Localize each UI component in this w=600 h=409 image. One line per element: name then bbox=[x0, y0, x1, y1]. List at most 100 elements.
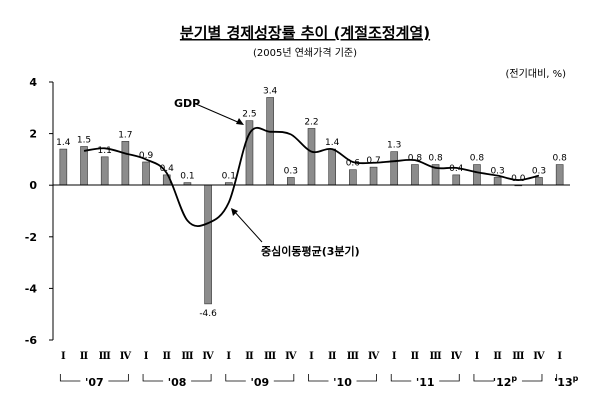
bar-value-label: 1.5 bbox=[77, 136, 91, 146]
y-tick-label: 2 bbox=[29, 128, 37, 141]
year-label: '09 bbox=[250, 376, 269, 389]
bar-gdp bbox=[80, 146, 88, 186]
bar-gdp bbox=[535, 177, 543, 186]
year-label-text: '08 bbox=[168, 376, 187, 389]
bar-value-label: 2.2 bbox=[304, 117, 318, 127]
x-tick-label: Ⅳ bbox=[533, 351, 545, 362]
chart-title: 분기별 경제성장률 추이 (계절조정계열) bbox=[180, 24, 430, 42]
x-tick-label: Ⅳ bbox=[368, 351, 380, 362]
unit-label: (전기대비, %) bbox=[506, 68, 567, 80]
x-tick-label: Ⅲ bbox=[347, 351, 359, 362]
year-bracket-left bbox=[142, 374, 164, 382]
bar-value-label: 1.3 bbox=[387, 141, 401, 151]
bar-gdp bbox=[59, 148, 68, 186]
bar-value-label: 0.3 bbox=[284, 166, 298, 176]
chart-subtitle: (2005년 연쇄가격 기준) bbox=[253, 46, 357, 59]
bar-value-label: 0.8 bbox=[552, 154, 567, 164]
bar-value-label: 0.8 bbox=[428, 154, 443, 164]
ma-annotation-label: 중심이동평균(3분기) bbox=[261, 244, 360, 258]
x-tick-label: Ⅳ bbox=[451, 351, 463, 362]
bar-gdp bbox=[473, 164, 481, 186]
bar-gdp bbox=[142, 161, 150, 186]
bar-value-label: 0.3 bbox=[532, 166, 546, 176]
x-tick-label: Ⅰ bbox=[475, 351, 480, 362]
bars bbox=[59, 97, 564, 305]
year-groups: '07'08'09'10'11'12p '13p bbox=[59, 374, 579, 389]
y-axis: 4 2 0 -2 -4 -6 bbox=[25, 76, 54, 347]
bar-value-label: 0.8 bbox=[470, 154, 485, 164]
x-tick-label: Ⅲ bbox=[512, 351, 524, 362]
y-tick-label: 0 bbox=[29, 179, 37, 192]
x-tick-label: Ⅰ bbox=[392, 351, 397, 362]
year-label: '13p bbox=[554, 374, 579, 389]
bar-gdp bbox=[121, 141, 130, 186]
year-bracket-right bbox=[108, 374, 129, 382]
x-tick-label: Ⅰ bbox=[309, 351, 314, 362]
year-label-text: '13 bbox=[554, 376, 573, 389]
x-tick-label: Ⅳ bbox=[202, 351, 214, 362]
bar-value-label: 0.4 bbox=[160, 164, 175, 174]
gdp-annotation-label: GDP bbox=[174, 97, 200, 110]
year-bracket-left bbox=[473, 374, 494, 382]
y-tick-label: -2 bbox=[25, 231, 37, 244]
bar-value-label: 3.4 bbox=[263, 86, 278, 96]
year-label-sup: p bbox=[573, 374, 579, 383]
year-label: '07 bbox=[85, 376, 104, 389]
bar-gdp bbox=[452, 174, 461, 186]
year-bracket-left bbox=[59, 374, 81, 382]
x-tick-label: Ⅱ bbox=[328, 351, 336, 362]
year-label: '11 bbox=[416, 376, 435, 389]
year-label-text: '09 bbox=[250, 376, 269, 389]
bar-gdp bbox=[328, 148, 336, 186]
bar-value-label: 0.1 bbox=[180, 172, 194, 182]
y-tick-label: -6 bbox=[25, 334, 38, 347]
year-bracket-right bbox=[439, 374, 460, 382]
x-tick-label: Ⅲ bbox=[264, 351, 276, 362]
x-tick-label: Ⅲ bbox=[181, 351, 193, 362]
bar-gdp bbox=[369, 166, 378, 186]
gdp-annotation: GDP bbox=[174, 97, 244, 125]
gdp-annotation-arrow bbox=[195, 103, 241, 124]
x-tick-label: Ⅰ bbox=[557, 351, 562, 362]
ma-annotation: 중심이동평균(3분기) bbox=[231, 208, 360, 258]
bar-gdp bbox=[390, 151, 399, 186]
year-label-text: '11 bbox=[416, 376, 435, 389]
bar-gdp bbox=[411, 164, 419, 186]
bar-value-label: 0.9 bbox=[139, 151, 154, 161]
x-tick-label: Ⅱ bbox=[493, 351, 501, 362]
bar-value-label: 0.3 bbox=[490, 166, 504, 176]
bar-gdp bbox=[307, 128, 316, 186]
x-tick-label: Ⅳ bbox=[120, 351, 132, 362]
bar-value-label: 1.4 bbox=[325, 138, 340, 148]
x-tick-label: Ⅱ bbox=[163, 351, 171, 362]
bar-value-label: 0.6 bbox=[346, 159, 361, 169]
year-bracket-right bbox=[356, 374, 377, 382]
bar-value-label: 0.1 bbox=[222, 172, 236, 182]
bar-value-label: 2.5 bbox=[242, 110, 256, 120]
y-tick-label: -4 bbox=[25, 282, 38, 295]
x-tick-label: Ⅲ bbox=[429, 351, 441, 362]
bar-gdp bbox=[204, 184, 212, 305]
year-bracket-right bbox=[191, 374, 212, 382]
year-label-text: '07 bbox=[85, 376, 104, 389]
year-bracket-left bbox=[225, 374, 246, 382]
moving-average-line bbox=[83, 126, 540, 227]
x-tick-label: Ⅰ bbox=[61, 351, 66, 362]
x-tick-label: Ⅳ bbox=[285, 351, 297, 362]
y-tick-label: 4 bbox=[29, 76, 37, 89]
year-label: '08 bbox=[168, 376, 187, 389]
year-bracket-left bbox=[308, 374, 329, 382]
year-label-sup: p bbox=[511, 374, 517, 383]
bar-value-label: 1.7 bbox=[118, 130, 132, 140]
gdp-arrow-head bbox=[236, 118, 244, 125]
x-tick-label: Ⅰ bbox=[144, 351, 149, 362]
bar-gdp bbox=[493, 177, 502, 186]
x-tick-label: Ⅰ bbox=[226, 351, 231, 362]
bar-value-label: 0.8 bbox=[408, 154, 423, 164]
year-label-text: '10 bbox=[333, 376, 352, 389]
bar-value-label: 1.1 bbox=[98, 146, 112, 156]
x-tick-label: Ⅱ bbox=[411, 351, 419, 362]
bar-value-label: 1.4 bbox=[56, 138, 71, 148]
x-tick-label: Ⅲ bbox=[99, 351, 111, 362]
